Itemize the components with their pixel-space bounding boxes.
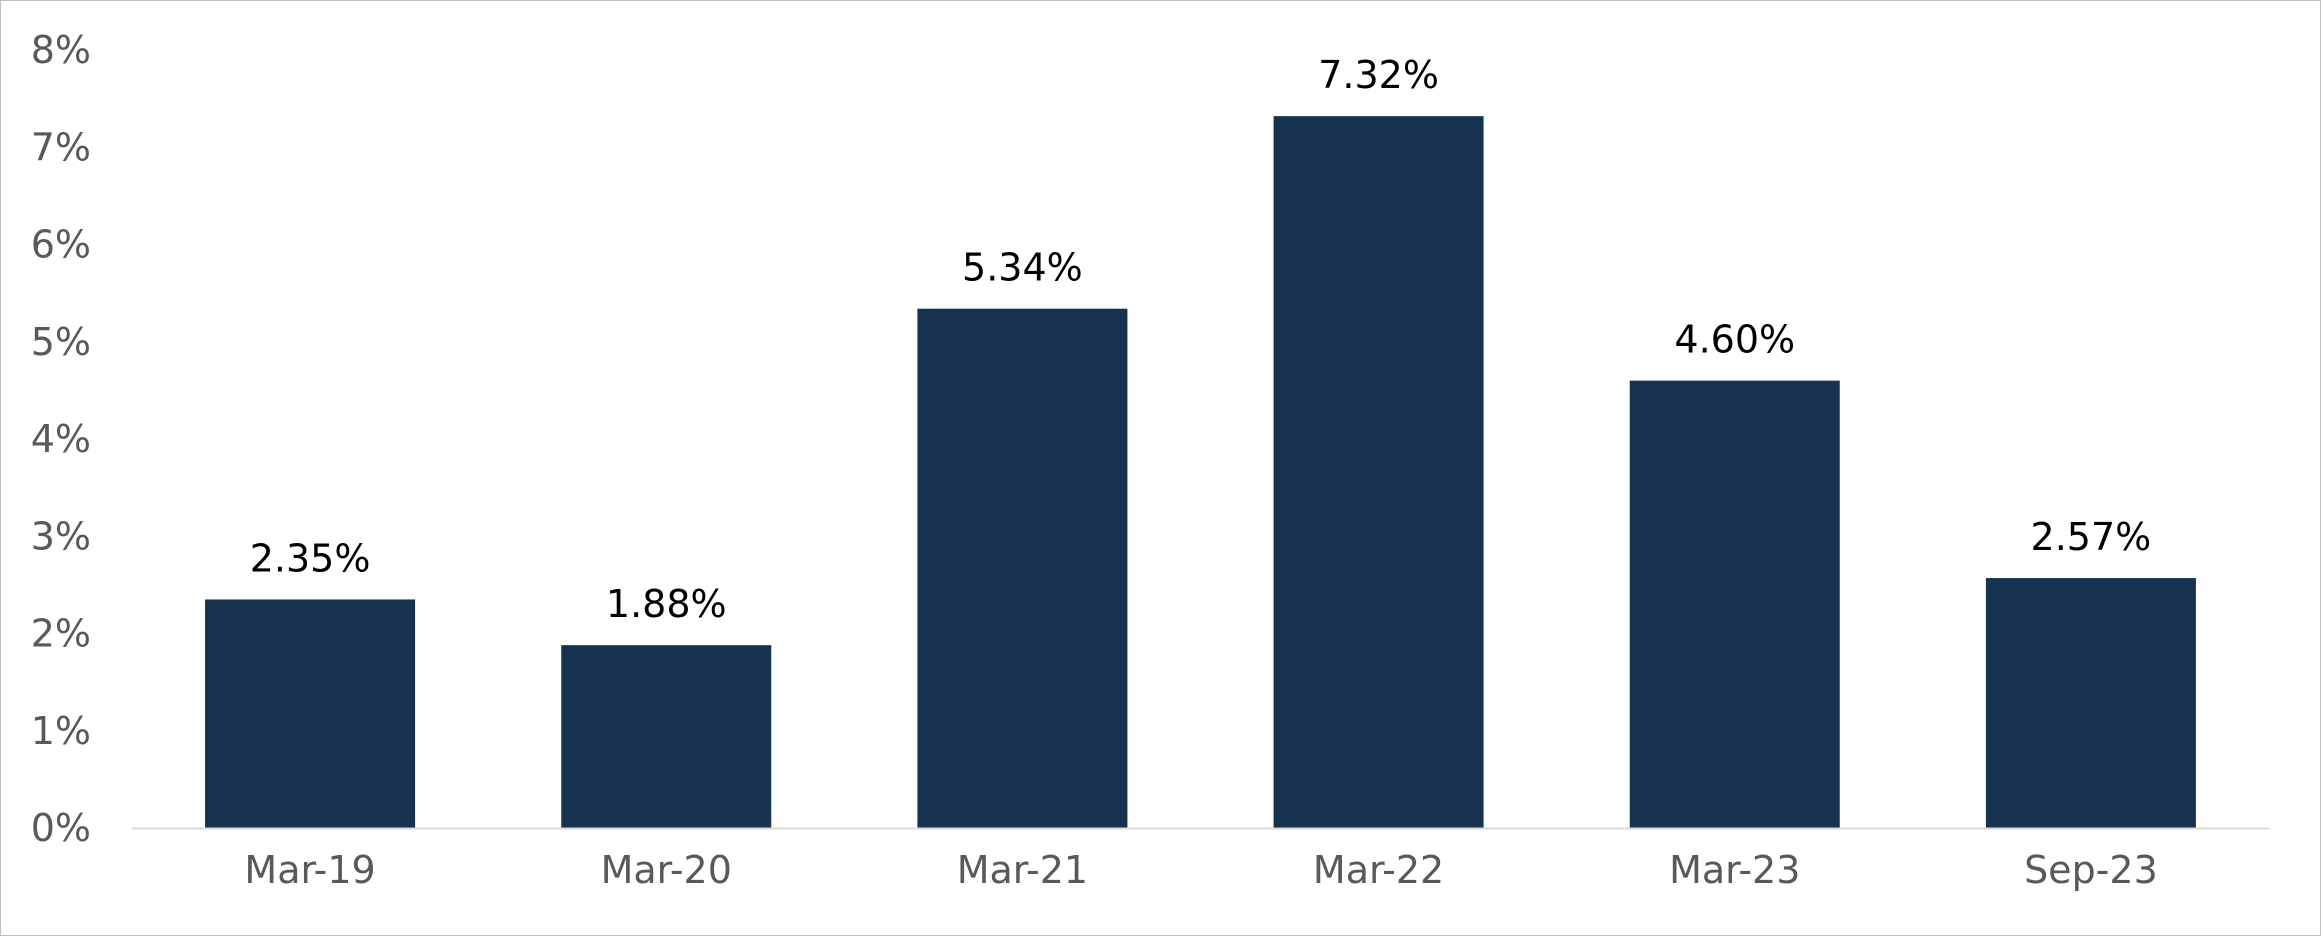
x-tick-label: Mar-19 [244,848,375,892]
bar [561,645,772,828]
bar-data-label: 2.57% [2031,515,2152,559]
x-axis: Mar-19 Mar-20 Mar-21 Mar-22 Mar-23 Sep-23 [132,827,2269,892]
bar [1985,578,2196,828]
y-tick-label: 7% [31,125,91,169]
x-tick-label: Mar-23 [1669,848,1800,892]
bar-data-label: 1.88% [606,582,727,626]
y-tick-label: 8% [31,28,91,72]
y-tick-label: 0% [31,806,91,850]
y-tick-label: 4% [31,417,91,461]
y-tick-label: 6% [31,223,91,267]
bars: 2.35% 1.88% 5.34% 7.32% 4.60% 2.57% [205,53,2196,828]
bar-data-label: 2.35% [250,536,371,580]
bar-data-label: 4.60% [1674,318,1795,362]
bar [1629,380,1840,828]
bar [1273,116,1484,828]
bar-data-label: 7.32% [1318,53,1439,97]
x-tick-label: Mar-21 [957,848,1088,892]
bar [205,599,416,828]
x-tick-label: Mar-20 [601,848,732,892]
y-tick-label: 2% [31,612,91,656]
y-axis: 0% 1% 2% 3% 4% 5% 6% 7% 8% [31,28,91,850]
y-tick-label: 3% [31,514,91,558]
y-tick-label: 1% [31,709,91,753]
x-tick-label: Mar-22 [1313,848,1444,892]
x-tick-label: Sep-23 [2024,848,2158,892]
y-tick-label: 5% [31,320,91,364]
bar [917,308,1128,828]
bar-data-label: 5.34% [962,246,1083,290]
